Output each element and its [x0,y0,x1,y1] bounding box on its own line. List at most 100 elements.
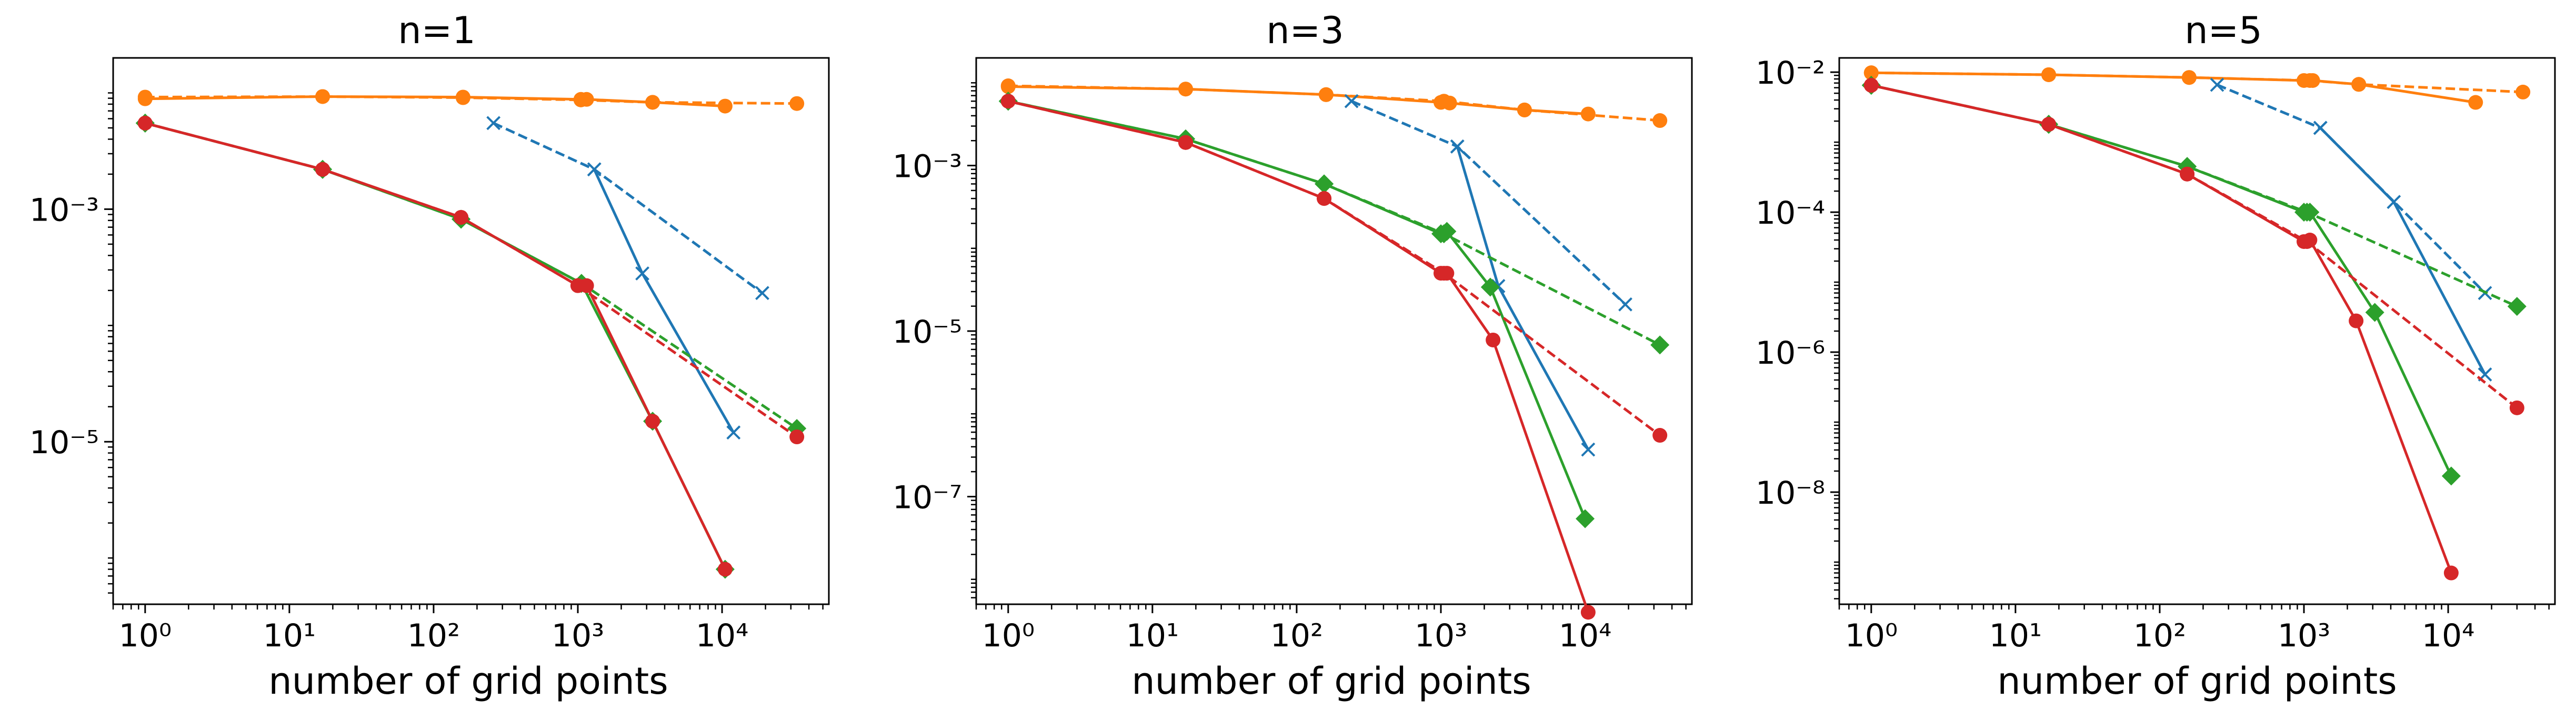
y-tick-label: 10⁻⁵ [893,314,962,351]
x-tick-label: 10¹ [1126,617,1179,654]
x-tick-label: 10² [1270,617,1323,654]
x-axis-label: number of grid points [1131,660,1531,703]
series-line [145,95,797,105]
x-axis-label: number of grid points [1997,660,2397,703]
data-point [1517,102,1532,117]
data-point [1436,266,1451,281]
data-point [1178,135,1194,150]
series-line [1008,99,1590,613]
data-point [1650,335,1670,355]
x-tick-label: 10⁴ [696,617,748,654]
data-point [2441,466,2461,486]
y-tick-label: 10⁻³ [893,148,962,185]
y-tick-label: 10⁻⁶ [1756,335,1825,372]
series-line [145,122,798,438]
chart-title: n=3 [1266,9,1344,52]
data-point [1580,605,1596,620]
data-point [645,414,660,429]
series-line [1351,99,1627,306]
data-point [2181,70,2197,85]
data-point [2507,297,2527,316]
chart-title: n=5 [2184,9,2262,52]
data-point [1863,65,1879,81]
data-point [570,278,586,293]
data-point [1652,428,1668,443]
series-line [145,122,798,430]
series-line [1008,99,1587,520]
data-point [486,116,501,131]
series-line [1871,71,2523,94]
chart-title: n=1 [398,9,476,52]
data-point [2180,166,2195,182]
data-point [1480,277,1500,297]
x-tick-label: 10⁴ [2422,617,2474,654]
y-tick-label: 10⁻⁵ [29,424,99,461]
x-tick-label: 10¹ [1989,617,2042,654]
series-line [145,122,727,570]
data-point [1618,297,1632,312]
series-line [1008,85,1589,116]
data-point [1436,94,1451,109]
x-tick-label: 10¹ [263,617,316,654]
data-point [455,90,470,105]
data-point [573,92,588,107]
chart-panel-n3: n=3 10⁰ 10¹ 10² 10³ 10⁴ 10⁻³ 10⁻⁵ 10⁻⁷ number o… [893,9,1693,703]
data-point [1178,82,1194,97]
data-point [755,286,769,301]
x-axis-label: number of grid points [268,660,668,703]
series-line [2217,83,2486,294]
y-tick-label: 10⁻⁴ [1756,195,1825,232]
data-point [1315,174,1334,194]
series-line [2319,127,2487,375]
axes-frame [112,57,830,605]
data-point [2349,313,2364,328]
x-tick-label: 10⁴ [1559,617,1611,654]
data-point [726,425,741,440]
data-point [2302,73,2318,88]
x-tick-label: 10⁰ [119,617,172,654]
series-line [593,168,735,433]
x-tick-label: 10³ [1415,617,1467,654]
series-line [1871,84,2453,477]
data-point [1434,224,1454,244]
data-point [1000,94,1016,109]
data-point [2351,77,2367,92]
chart-panel-n1: n=1 10⁰ 10¹ 10² 10³ 10⁴ 10⁻³ 10⁻⁵ number of gr… [29,9,830,703]
y-tick-label: 10⁻² [1756,55,1825,92]
data-point [1863,78,1879,93]
data-point [635,266,649,281]
data-point [789,96,805,111]
series-line [1008,84,1660,122]
data-point [1652,113,1668,128]
data-point [789,430,805,445]
data-point [2509,400,2524,415]
data-point [2210,77,2224,92]
data-point [2297,203,2317,222]
series-line [1008,99,1661,346]
data-point [587,162,602,177]
series-line [1871,84,2518,409]
data-point [1581,442,1596,457]
data-point [2041,67,2057,82]
data-point [1318,87,1334,102]
series-line [1871,84,2518,308]
data-point [2313,121,2328,135]
data-point [1317,191,1332,206]
x-tick-label: 10² [2133,617,2186,654]
chart-panel-n5: n=5 10⁰ 10¹ 10² 10³ 10⁴ 10⁻² 10⁻⁴ 10⁻⁶ 10⁻⁸ numb… [1756,9,2556,703]
data-point [2365,303,2384,322]
data-point [2299,234,2314,249]
data-point [137,89,153,105]
x-tick-label: 10³ [552,617,604,654]
y-tick-label: 10⁻⁸ [1756,475,1825,512]
data-point [1450,139,1465,154]
data-point [1486,332,1501,347]
data-point [2041,117,2057,132]
series-line [145,122,727,570]
series-line [493,122,763,294]
x-tick-label: 10³ [2278,617,2330,654]
plot-area: 10⁰ 10¹ 10² 10³ 10⁴ 10⁻³ 10⁻⁵ [29,57,830,654]
data-point [1344,94,1359,108]
plot-area: 10⁰ 10¹ 10² 10³ 10⁴ 10⁻³ 10⁻⁵ 10⁻⁷ [893,57,1693,654]
